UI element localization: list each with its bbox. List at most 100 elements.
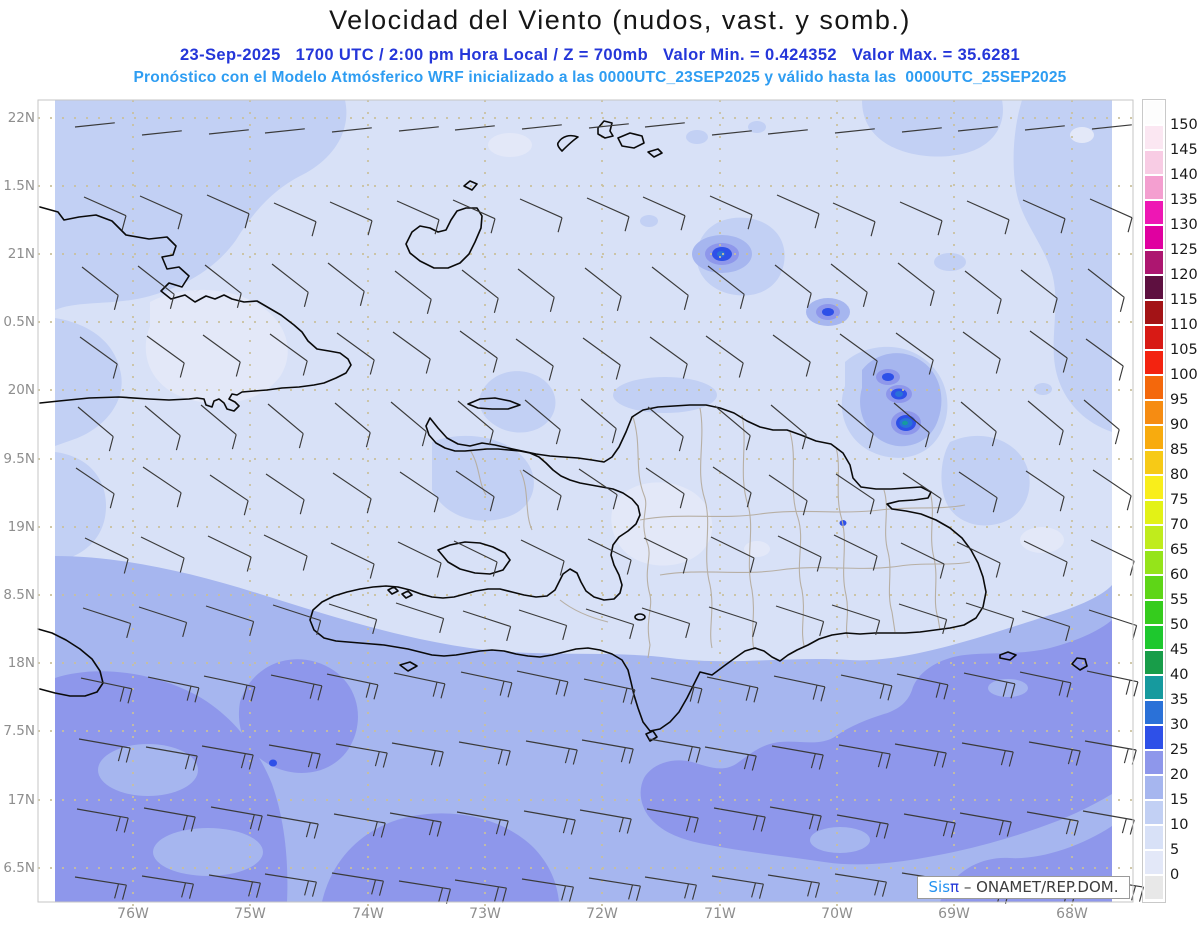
wind-barb (141, 130, 182, 136)
wind-barb (269, 333, 308, 376)
subtitle-valid-time: 23-Sep-2025 1700 UTC / 2:00 pm Hora Loca… (179, 46, 1021, 64)
wind-barb (830, 263, 868, 307)
wind-barb (1092, 469, 1132, 511)
wind-barb (710, 536, 755, 573)
colorbar-segment (1144, 300, 1164, 325)
wind-barb (776, 194, 820, 229)
wind-barb (647, 406, 684, 452)
colorbar-segment (1144, 575, 1164, 600)
colorbar-tick-label: 30 (1170, 717, 1189, 733)
colorbar-segment (1144, 675, 1164, 700)
colorbar-tick-label: 65 (1170, 542, 1189, 558)
wind-barb (391, 742, 444, 767)
wind-barb (771, 745, 824, 770)
colorbar-tick-label: 90 (1170, 417, 1189, 433)
wind-barb (145, 746, 198, 771)
colorbar-segment (1144, 525, 1164, 550)
wind-barb (208, 129, 249, 135)
y-axis-label: 19N (7, 519, 35, 535)
wind-barb (79, 336, 118, 379)
coastlines (37, 120, 1088, 742)
wind-barb (774, 264, 812, 308)
x-axis-label: 68W (1056, 906, 1088, 922)
wind-barb (648, 738, 701, 763)
x-axis-label: 69W (938, 906, 970, 922)
wind-barb (328, 603, 378, 635)
wind-barb (831, 604, 881, 636)
wind-barb (834, 128, 875, 134)
x-axis-label: 71W (704, 906, 736, 922)
colorbar-segment (1144, 375, 1164, 400)
wind-barb (580, 398, 617, 444)
wind-barb (770, 404, 807, 450)
wind-barb (519, 198, 563, 233)
wind-barb (649, 336, 688, 379)
wind-barb (80, 677, 133, 704)
wind-barb (456, 811, 509, 836)
y-axis-label: 21N (7, 246, 35, 262)
wind-barb (330, 542, 375, 579)
wind-barb (837, 403, 874, 449)
wind-barb (461, 269, 499, 313)
wind-barb (579, 809, 632, 834)
wind-barb (1020, 269, 1058, 313)
colorbar-tick-label: 0 (1170, 867, 1180, 883)
colorbar-tick-label: 85 (1170, 442, 1189, 458)
wind-barb (397, 541, 442, 578)
colorbar-tick-label: 135 (1170, 192, 1198, 208)
y-axis-label: 9.5N (3, 451, 35, 467)
wind-barb (393, 672, 446, 699)
colorbar-segment (1144, 550, 1164, 575)
wind-barb (961, 742, 1014, 767)
caicos-island-2 (597, 120, 614, 139)
colorbar-segment (1144, 775, 1164, 800)
wind-barb (712, 466, 752, 508)
wind-barb (836, 814, 889, 839)
y-axis-label: 22N (7, 110, 35, 126)
watermark-brand: Sis (928, 878, 951, 896)
wind-barb (897, 262, 935, 306)
wind-barb (141, 875, 194, 899)
wind-barb (1019, 671, 1072, 698)
colorbar-segment (1144, 850, 1164, 875)
wind-barb (768, 474, 808, 516)
wind-barb (1086, 670, 1139, 697)
wind-barb (960, 401, 997, 447)
y-axis-label: 17N (7, 792, 35, 808)
wind-barb (271, 263, 309, 307)
wind-barb (838, 744, 891, 769)
wind-barb (898, 603, 948, 635)
colorbar-tick-label: 120 (1170, 267, 1198, 283)
wind-barb (705, 335, 744, 378)
wind-barb (265, 473, 305, 515)
colorbar-tick-label: 60 (1170, 567, 1189, 583)
wind-barb (209, 474, 249, 516)
colorbar-tick-label: 35 (1170, 692, 1189, 708)
colorbar-tick-label: 45 (1170, 642, 1189, 658)
x-axis-label: 73W (469, 906, 501, 922)
wind-barb (586, 197, 630, 232)
wind-barb (641, 607, 691, 639)
colorbar-tick-label: 110 (1170, 317, 1198, 333)
tortue-island (467, 397, 521, 410)
wind-barb (332, 472, 372, 514)
caicos-island-1 (556, 134, 579, 152)
beata-island (645, 730, 658, 742)
wind-barb (204, 264, 242, 308)
colorbar-tick-label: 70 (1170, 517, 1189, 533)
page-title: Velocidad del Viento (nudos, vast. y som… (329, 5, 911, 35)
wind-barb (517, 268, 555, 312)
wind-barb (138, 606, 188, 638)
wind-barb (525, 740, 578, 765)
wind-barb (82, 607, 132, 639)
wind-barb (201, 745, 254, 770)
wind-barb (896, 673, 949, 700)
wind-barb (901, 127, 942, 133)
wind-barb (704, 746, 757, 771)
gonave-island (437, 541, 511, 575)
x-axis-label: 70W (821, 906, 853, 922)
y-axis-label: 6.5N (3, 860, 35, 876)
watermark-badge: Sisπ – ONAMET/REP.DOM. (917, 876, 1130, 899)
wind-barb (957, 126, 998, 132)
